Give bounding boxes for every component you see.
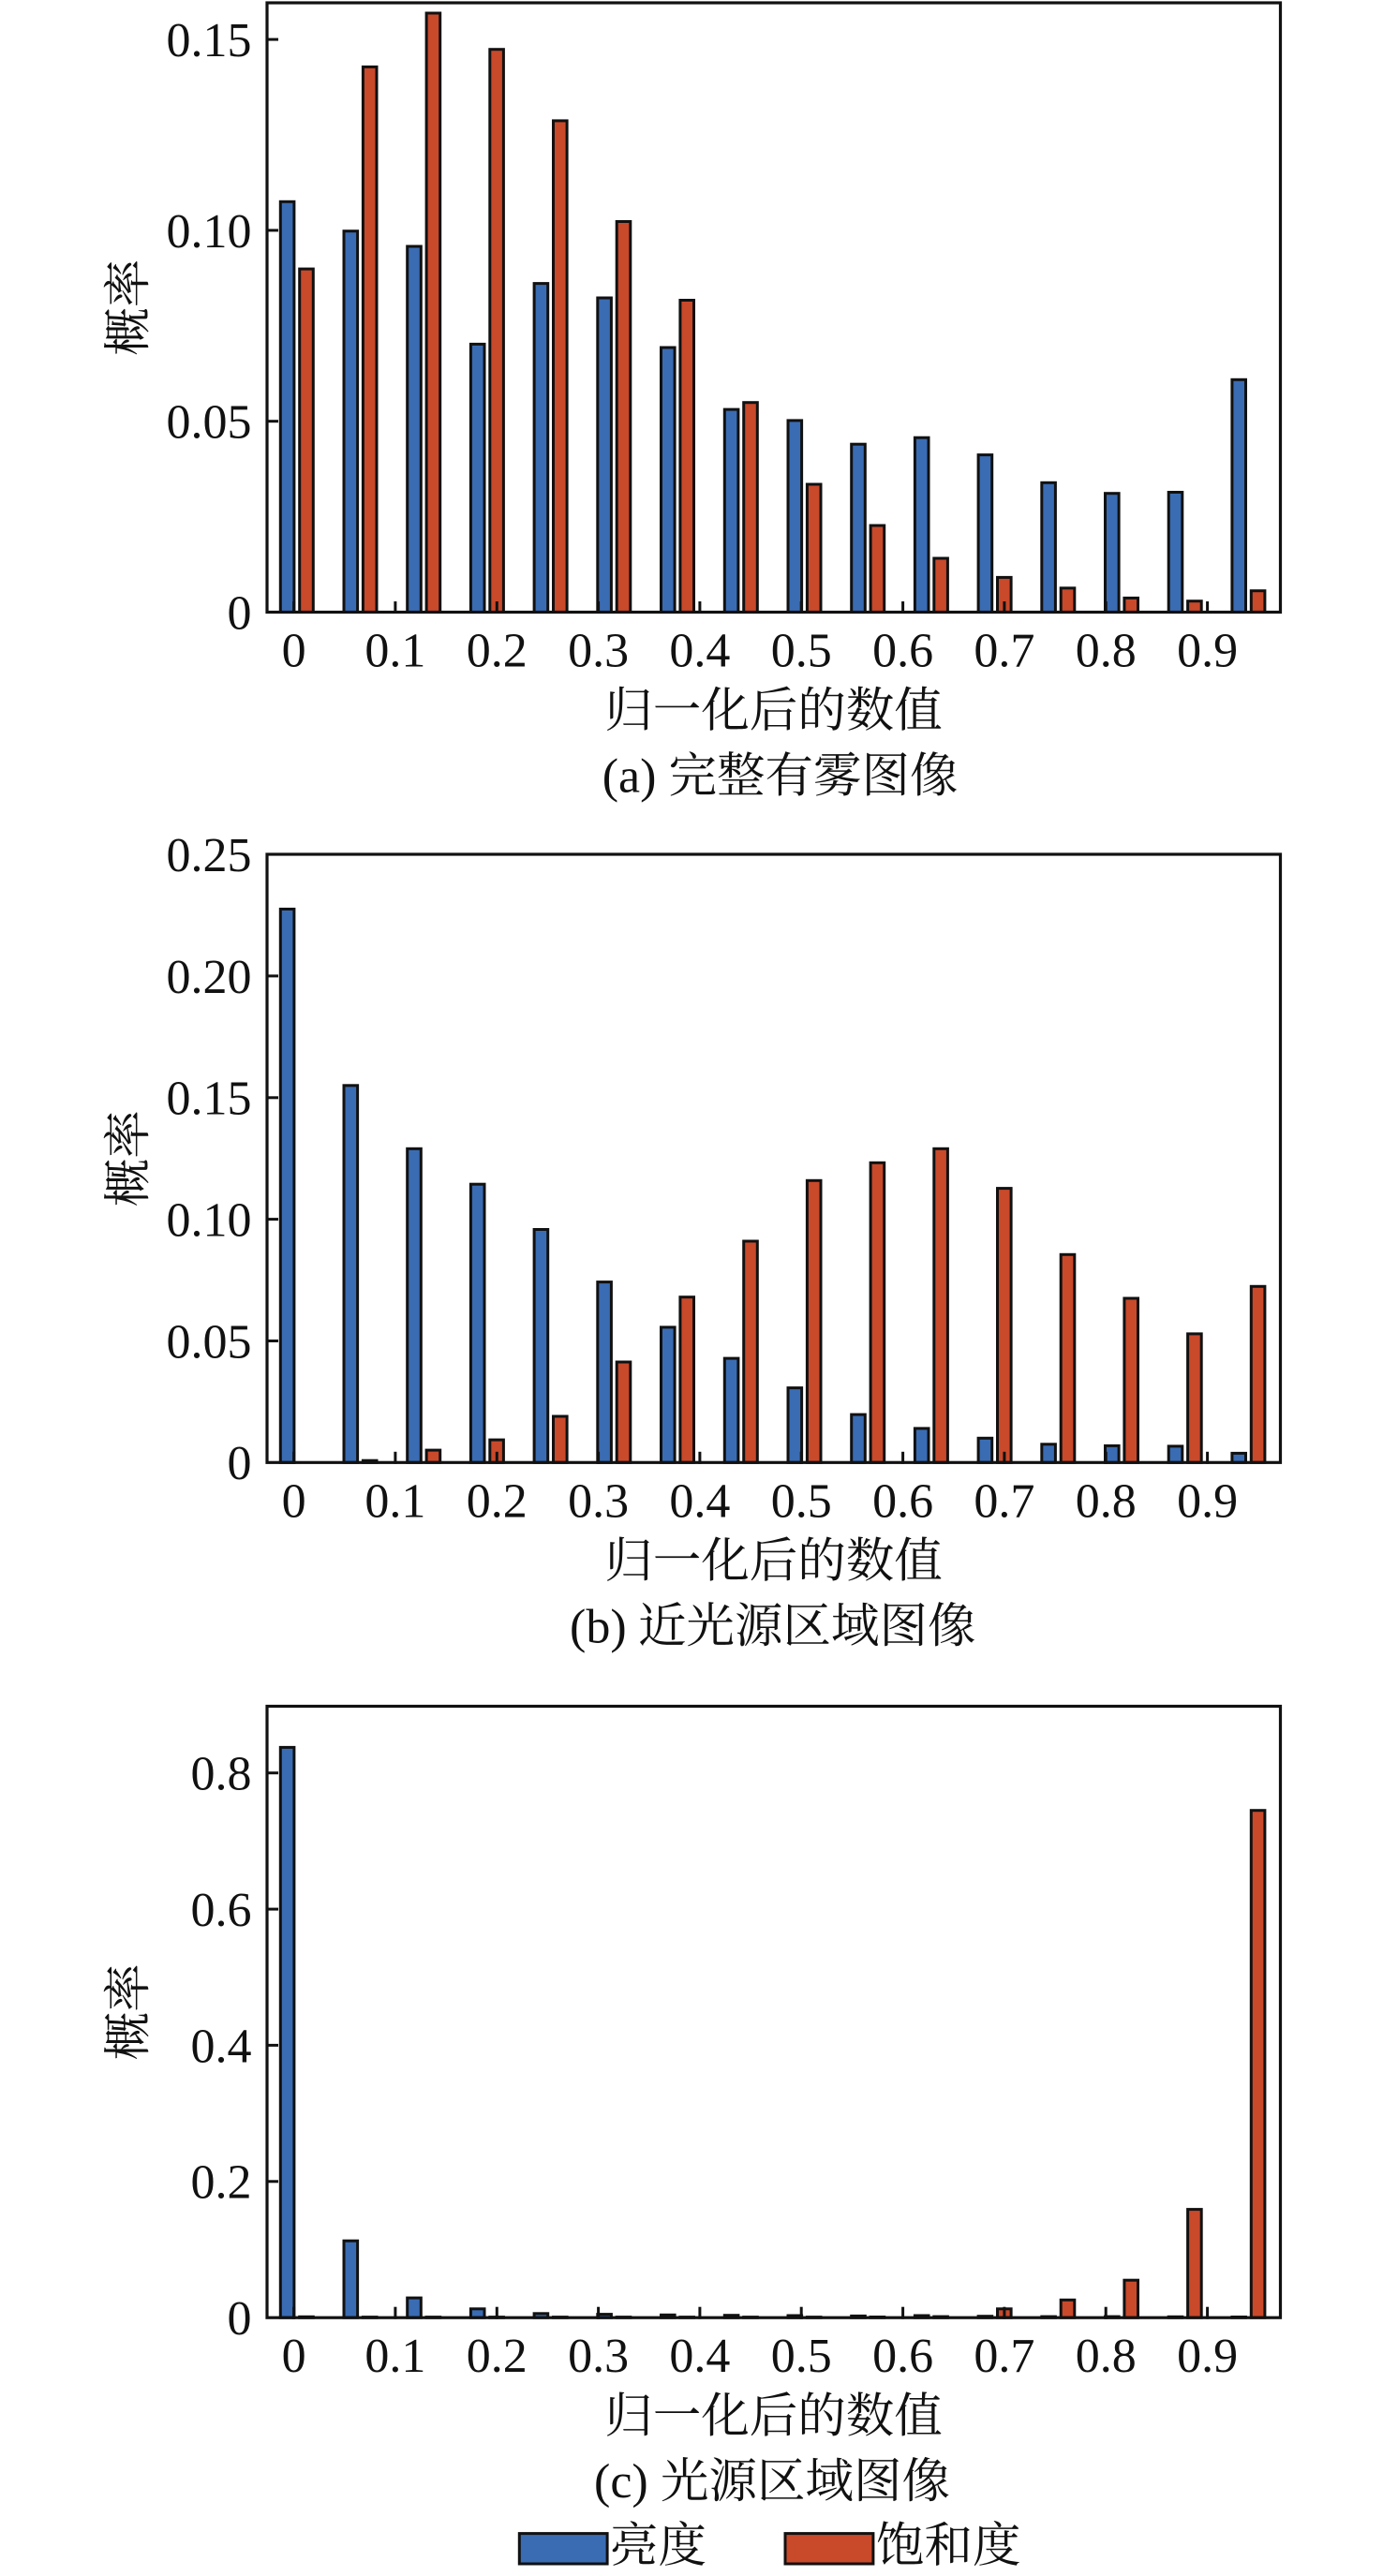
svg-text:(c): (c): [594, 2455, 648, 2509]
svg-text:0.2: 0.2: [467, 625, 528, 678]
svg-text:0.2: 0.2: [467, 1474, 528, 1528]
svg-text:0.7: 0.7: [974, 1474, 1034, 1528]
svg-text:0.3: 0.3: [568, 2330, 629, 2383]
svg-text:0.9: 0.9: [1177, 2330, 1238, 2383]
svg-text:0: 0: [228, 2292, 252, 2346]
svg-text:0.1: 0.1: [364, 1474, 425, 1528]
svg-text:0.4: 0.4: [669, 2330, 730, 2383]
svg-text:0.4: 0.4: [669, 625, 730, 678]
svg-text:0.05: 0.05: [167, 1315, 252, 1369]
svg-text:0: 0: [282, 2330, 306, 2383]
svg-text:0.3: 0.3: [568, 625, 629, 678]
svg-text:0.7: 0.7: [974, 2330, 1034, 2383]
svg-text:0.8: 0.8: [1076, 625, 1137, 678]
svg-text:0.8: 0.8: [191, 1748, 252, 1801]
svg-text:0.9: 0.9: [1177, 1474, 1238, 1528]
svg-text:0.7: 0.7: [974, 625, 1034, 678]
svg-text:0.5: 0.5: [771, 625, 832, 678]
svg-text:0.6: 0.6: [872, 625, 933, 678]
svg-text:(b): (b): [570, 1600, 627, 1653]
svg-text:0: 0: [282, 1474, 306, 1528]
svg-text:0.10: 0.10: [167, 1194, 252, 1248]
svg-text:0.2: 0.2: [191, 2156, 252, 2210]
svg-text:0.6: 0.6: [191, 1884, 252, 1937]
svg-text:0: 0: [282, 625, 306, 678]
svg-text:0.25: 0.25: [167, 829, 252, 882]
svg-text:0: 0: [228, 1437, 252, 1490]
svg-text:0.15: 0.15: [167, 14, 252, 67]
svg-text:0.1: 0.1: [364, 2330, 425, 2383]
svg-text:0.1: 0.1: [364, 625, 425, 678]
svg-text:0.8: 0.8: [1076, 2330, 1137, 2383]
svg-text:0.4: 0.4: [191, 2020, 252, 2073]
svg-text:0.4: 0.4: [669, 1474, 730, 1528]
svg-text:0.9: 0.9: [1177, 625, 1238, 678]
svg-text:0.5: 0.5: [771, 1474, 832, 1528]
svg-text:0: 0: [228, 586, 252, 640]
svg-text:0.05: 0.05: [167, 396, 252, 450]
svg-text:0.15: 0.15: [167, 1073, 252, 1126]
svg-text:0.5: 0.5: [771, 2330, 832, 2383]
svg-text:0.2: 0.2: [467, 2330, 528, 2383]
svg-text:0.8: 0.8: [1076, 1474, 1137, 1528]
svg-text:0.6: 0.6: [872, 2330, 933, 2383]
svg-text:0.10: 0.10: [167, 205, 252, 259]
svg-text:0.3: 0.3: [568, 1474, 629, 1528]
svg-text:0.20: 0.20: [167, 951, 252, 1004]
svg-text:0.6: 0.6: [872, 1474, 933, 1528]
svg-text:(a): (a): [602, 750, 657, 804]
